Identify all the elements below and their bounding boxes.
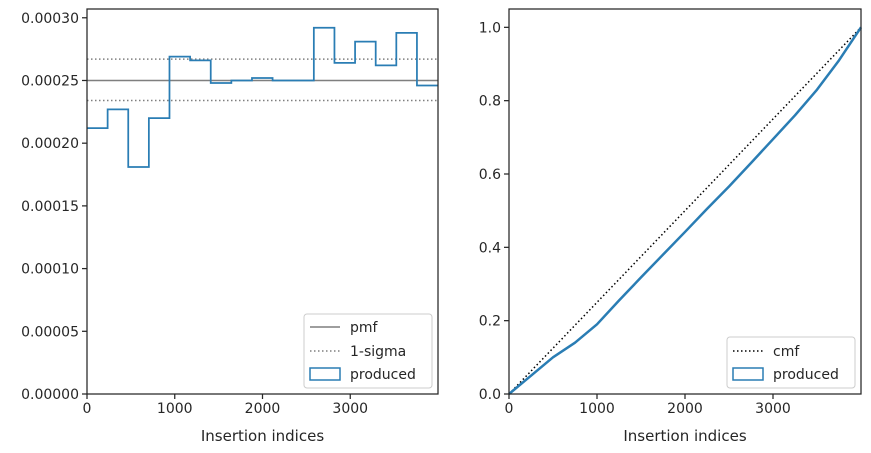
right-x-tick-label: 2000 <box>667 401 703 417</box>
left-x-tick-label: 2000 <box>245 401 281 417</box>
right-y-tick-label: 0.0 <box>479 387 501 403</box>
right-x-tick-label: 3000 <box>755 401 791 417</box>
legend-produced-label: produced <box>773 367 839 383</box>
legend-produced-label: produced <box>350 367 416 383</box>
left-y-tick-label: 0.00030 <box>21 11 79 27</box>
left-y-tick-label: 0.00015 <box>21 199 79 215</box>
left-y-ticks: 0.00000 0.00005 0.00010 0.00015 0.00020 0.000… <box>21 11 87 403</box>
produced-histogram <box>87 26 438 168</box>
right-plot-cmf: 0 1000 2000 3000 0.0 0.2 0.4 0.6 0.8 1.0 Inserti… <box>479 8 863 445</box>
right-y-ticks: 0.0 0.2 0.4 0.6 0.8 1.0 <box>479 20 509 403</box>
right-x-tick-label: 0 <box>505 401 514 417</box>
left-x-ticks: 0 1000 2000 3000 <box>83 394 368 417</box>
left-x-tick-label: 3000 <box>332 401 368 417</box>
right-x-axis-label: Insertion indices <box>623 427 746 445</box>
left-x-axis-label: Insertion indices <box>201 427 324 445</box>
left-plot-pmf: 0 1000 2000 3000 0.000000.000050.000100.000… <box>21 8 439 445</box>
left-y-tick-label: 0.00000 <box>21 387 79 403</box>
right-y-tick-label: 0.6 <box>479 167 501 183</box>
right-x-tick-label: 1000 <box>579 401 615 417</box>
left-x-tick-label: 1000 <box>157 401 193 417</box>
legend-cmf-label: cmf <box>773 344 800 360</box>
legend-1-sigma-label: 1-sigma <box>350 344 406 360</box>
pmf-reference-lines <box>87 58 438 102</box>
right-y-tick-label: 0.2 <box>479 314 501 330</box>
cmf-series <box>508 26 863 395</box>
left-y-tick-label: 0.00020 <box>21 136 79 152</box>
right-y-tick-label: 1.0 <box>479 20 501 36</box>
right-legend: cmf produced <box>726 336 856 389</box>
cmf-line <box>508 26 862 395</box>
produced-step-line <box>87 26 438 168</box>
left-y-tick-label: 0.00025 <box>21 73 79 89</box>
right-y-tick-label: 0.8 <box>479 94 501 110</box>
right-legend-box <box>726 336 856 389</box>
left-legend-box <box>303 313 433 389</box>
left-legend: pmf 1-sigma produced <box>303 313 433 389</box>
legend-produced-swatch <box>309 367 341 381</box>
right-y-tick-label: 0.4 <box>479 240 501 256</box>
left-x-tick-label: 0 <box>83 401 92 417</box>
legend-pmf-label: pmf <box>350 320 379 336</box>
legend-produced-swatch <box>732 367 764 381</box>
produced-cumulative-line <box>508 26 863 395</box>
left-y-tick-label: 0.00005 <box>21 324 79 340</box>
left-y-tick-label: 0.00010 <box>21 262 79 278</box>
right-x-ticks: 0 1000 2000 3000 <box>505 394 791 417</box>
